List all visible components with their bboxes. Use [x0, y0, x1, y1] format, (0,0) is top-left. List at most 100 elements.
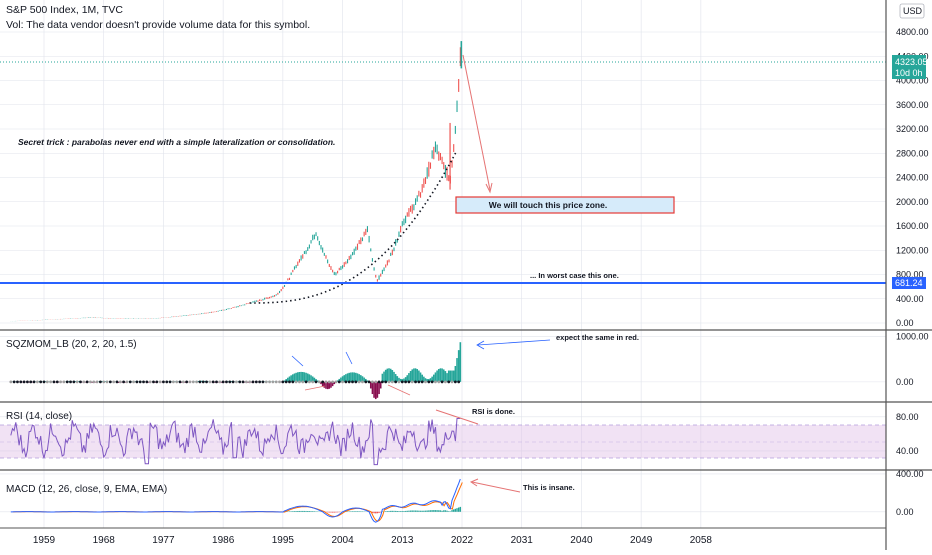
sqz-dot — [248, 380, 252, 384]
sqz-dot — [138, 380, 142, 384]
sqz-dot — [344, 380, 348, 384]
sqz-dot — [45, 380, 49, 384]
sqz-dot — [307, 380, 311, 384]
sqz-dot — [424, 380, 427, 384]
sqz-dot — [92, 380, 96, 384]
sqz-dot — [26, 380, 29, 384]
sqz-dot — [105, 380, 109, 384]
rsi-label: RSI (14, close) — [6, 411, 72, 422]
x-tick-label: 2022 — [451, 535, 474, 546]
sqz-dot — [437, 380, 441, 384]
sqz-dot — [394, 380, 398, 384]
sqz-dot — [404, 380, 408, 384]
secret-trick-note: Secret trick : parabolas never end with … — [18, 137, 335, 147]
x-tick-label: 2040 — [570, 535, 593, 546]
rsi-line — [10, 418, 461, 466]
sqz-dot — [191, 380, 195, 384]
sqz-dot — [331, 380, 335, 384]
sqz-dot — [231, 380, 235, 384]
y-tick-label: 800.00 — [896, 270, 924, 280]
sqz-dot — [29, 380, 33, 384]
sqz-dot — [444, 380, 447, 384]
y-tick-label: 4800.00 — [896, 27, 929, 37]
sqz-dot — [55, 380, 59, 384]
countdown-value: 10d 0h — [895, 68, 923, 78]
sqz-dot — [208, 380, 212, 384]
y-tick-label: 1000.00 — [896, 332, 929, 342]
sqz-dot — [351, 380, 354, 384]
sqz-dot — [98, 380, 102, 384]
x-tick-label: 1959 — [33, 535, 56, 546]
sqz-dot — [142, 380, 145, 384]
y-tick-label: 0.00 — [896, 377, 914, 387]
sqz-dot — [447, 380, 451, 384]
sqz-dot — [19, 380, 23, 384]
sqz-dot — [314, 380, 318, 384]
sqz-dot — [291, 380, 295, 384]
sqz-dot — [294, 380, 298, 384]
sqz-dot — [258, 380, 262, 384]
sqz-dot — [311, 380, 315, 384]
sqz-dot — [181, 380, 185, 384]
sqz-dot — [95, 380, 99, 384]
sqz-dot — [414, 380, 417, 384]
last-price-badge — [892, 55, 926, 79]
sqz-dot — [218, 380, 222, 384]
sqz-dot — [118, 380, 122, 384]
sqz-dot — [371, 380, 374, 384]
sqz-dot — [337, 380, 341, 384]
zone-arrow-head — [485, 182, 493, 194]
sqz-dot — [430, 380, 434, 384]
sqz-dot — [407, 380, 411, 384]
symbol-title: S&P 500 Index, 1M, TVC — [6, 4, 123, 16]
sqz-dot — [301, 380, 305, 384]
sqz-dot — [115, 380, 119, 384]
sqz-dot — [59, 380, 62, 384]
macd-label: MACD (12, 26, close, 9, EMA, EMA) — [6, 484, 167, 495]
sqz-dot — [188, 380, 192, 384]
y-tick-label: 2400.00 — [896, 173, 929, 183]
sqz-dot — [427, 380, 431, 384]
sqz-dot — [72, 380, 76, 384]
x-tick-label: 2031 — [511, 535, 534, 546]
sqz-dot — [228, 380, 232, 384]
y-tick-label: 4000.00 — [896, 76, 929, 86]
y-tick-label: 3200.00 — [896, 124, 929, 134]
currency-button[interactable] — [899, 3, 925, 19]
price-zone-box[interactable] — [455, 196, 675, 214]
sqz-dot — [264, 380, 268, 384]
sqz-dot — [400, 380, 404, 384]
sqz-series — [9, 342, 462, 400]
expect-red-note: expect the same in red. — [556, 333, 639, 342]
sqz-dot — [82, 380, 86, 384]
sqz-dot — [178, 380, 182, 384]
sqz-dot — [49, 380, 53, 384]
rsi-band — [0, 425, 886, 458]
sqz-dot — [128, 380, 132, 384]
sqz-dot — [298, 380, 301, 384]
sqz-dot — [251, 380, 255, 384]
sqz-dot — [324, 380, 328, 384]
sqz-dot — [434, 380, 437, 384]
sqz-dot — [321, 380, 325, 384]
x-tick-label: 2013 — [391, 535, 414, 546]
y-tick-label: 80.00 — [896, 412, 919, 422]
sqz-dot — [334, 380, 338, 384]
sqz-blue-arrow-2 — [345, 351, 353, 365]
zone-arrow — [462, 54, 491, 191]
x-tick-label: 2049 — [630, 535, 653, 546]
sqz-dot — [281, 380, 285, 384]
last-price-value: 4323.05 — [895, 57, 928, 67]
sqz-dot — [16, 380, 19, 384]
sqz-dot — [361, 380, 364, 384]
parabola-dotted-curve — [249, 150, 458, 304]
sqz-dot — [155, 380, 159, 384]
sqz-dot — [162, 380, 165, 384]
sqz-dot — [215, 380, 218, 384]
sqz-dot — [165, 380, 169, 384]
sqz-dot — [384, 380, 388, 384]
y-tick-label: 1600.00 — [896, 221, 929, 231]
sqz-dot — [122, 380, 126, 384]
sqz-dot — [195, 380, 199, 384]
